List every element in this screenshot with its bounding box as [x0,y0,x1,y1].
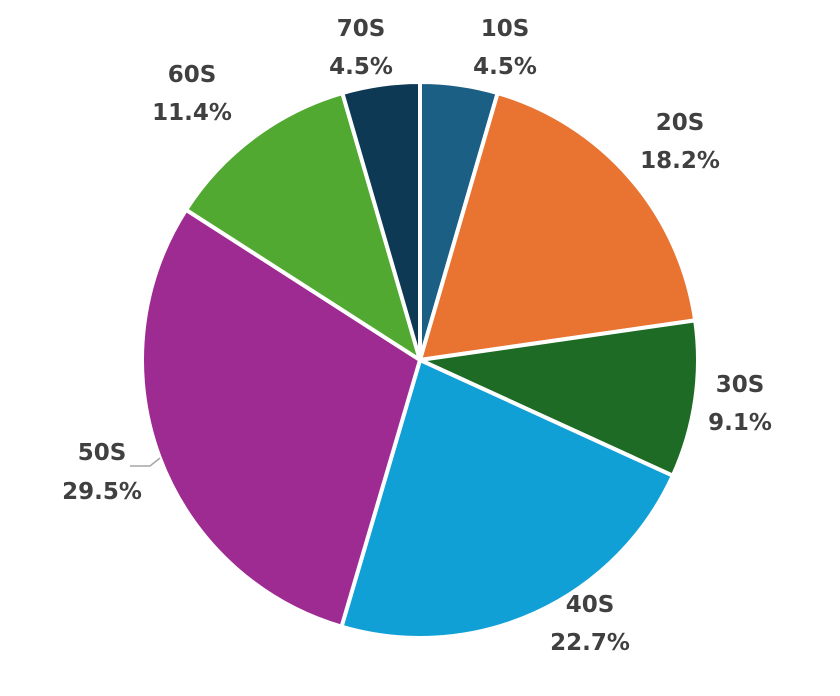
pie-slice-30s [418,318,701,478]
slice-value-label: 11.4% [152,100,232,126]
slice-category-label: 60S [168,62,217,88]
pie-slice-50s [140,207,422,629]
slice-value-label: 4.5% [329,54,393,80]
slice-value-label: 29.5% [62,479,142,505]
slice-category-label: 70S [337,16,386,42]
slice-value-label: 4.5% [473,54,537,80]
pie-slice-40s [339,358,675,640]
pie-slice-20s [418,91,698,362]
leader-line-50s [130,457,161,467]
slice-category-label: 30S [716,372,765,398]
slice-value-label: 22.7% [550,630,630,656]
pie-labels: 10S 4.5% 20S 18.2% 30S 9.1% 40S 22.7% 50S 29.5% 60… [62,16,772,656]
pie-slices [140,80,701,640]
slice-value-label: 9.1% [708,410,772,436]
slice-category-label: 10S [481,16,530,42]
slice-category-label: 40S [566,592,615,618]
slice-value-label: 18.2% [640,148,720,174]
slice-category-label: 50S [78,440,127,466]
slice-category-label: 20S [656,110,705,136]
pie-slice-70s [340,80,422,362]
